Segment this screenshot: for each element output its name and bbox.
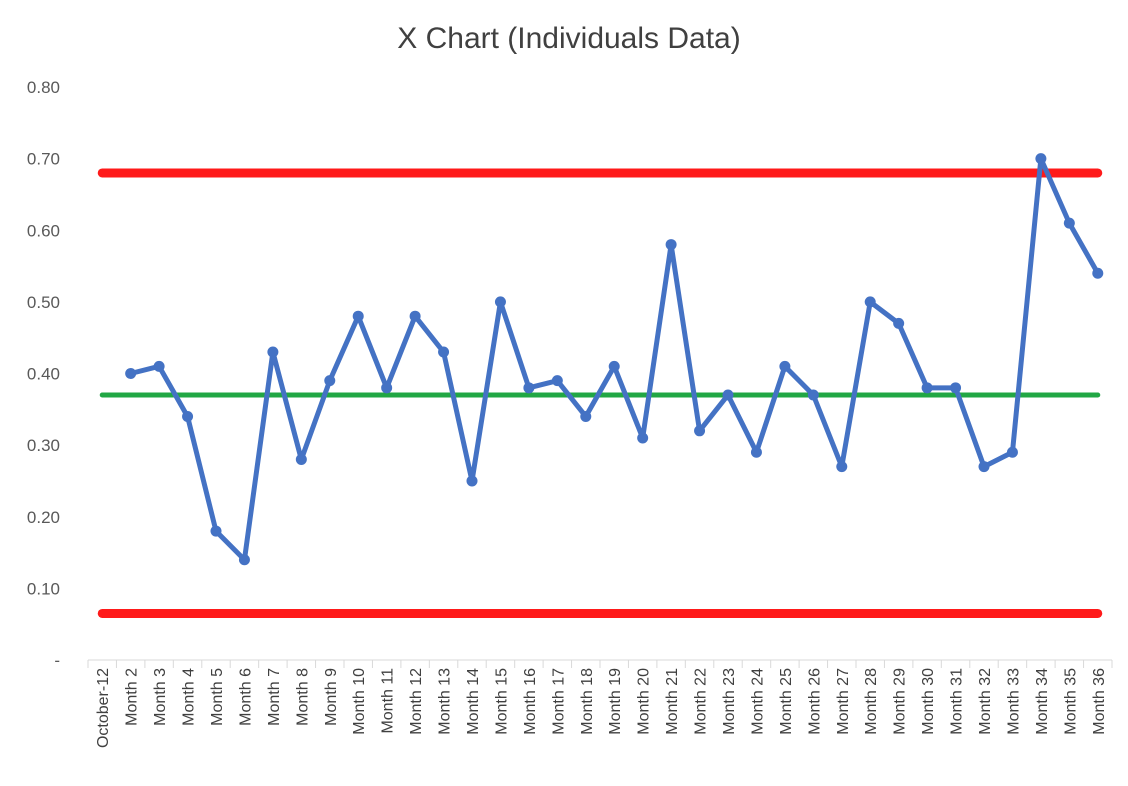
y-tick-label: 0.40 xyxy=(27,365,60,384)
data-point xyxy=(125,368,137,379)
data-point xyxy=(1063,217,1075,229)
data-point xyxy=(608,360,620,372)
data-point xyxy=(494,296,506,308)
data-point xyxy=(1035,153,1047,165)
data-point xyxy=(324,375,336,387)
x-tick-label: Month 13 xyxy=(437,668,454,735)
x-tick-label: Month 36 xyxy=(1091,668,1108,735)
x-tick-label: Month 30 xyxy=(920,668,937,735)
x-tick-label: Month 4 xyxy=(181,668,198,726)
x-tick-label: Month 8 xyxy=(294,668,311,726)
data-point xyxy=(694,425,706,437)
data-point xyxy=(238,554,250,566)
x-tick-label: Month 28 xyxy=(863,668,880,735)
y-tick-label: - xyxy=(54,651,60,670)
data-point xyxy=(409,310,421,322)
data-series xyxy=(125,153,1104,566)
x-tick-label: Month 22 xyxy=(693,668,710,735)
x-tick-label: Month 3 xyxy=(152,668,169,726)
y-axis-ticks: - 0.10 0.20 0.30 0.40 0.50 0.60 0.70 0.80 xyxy=(27,78,60,670)
x-tick-label: Month 18 xyxy=(579,668,596,735)
data-point xyxy=(381,382,393,394)
y-tick-label: 0.20 xyxy=(27,508,60,527)
y-tick-label: 0.30 xyxy=(27,436,60,455)
data-point xyxy=(864,296,876,308)
data-point xyxy=(466,475,478,487)
x-tick-label: Month 15 xyxy=(493,668,510,735)
data-point xyxy=(750,446,762,458)
data-point xyxy=(352,310,364,322)
data-point xyxy=(921,382,933,394)
x-tick-label: Month 14 xyxy=(465,668,482,735)
data-point xyxy=(210,525,222,537)
x-tick-label: Month 23 xyxy=(721,668,738,735)
data-point xyxy=(893,317,905,329)
x-tick-label: Month 11 xyxy=(380,668,397,734)
data-point xyxy=(978,461,990,473)
x-tick-label: Month 35 xyxy=(1062,668,1079,735)
data-point xyxy=(182,410,194,422)
data-point xyxy=(836,461,848,473)
data-point xyxy=(665,239,677,251)
y-tick-label: 0.80 xyxy=(27,78,60,97)
x-tick-label: Month 32 xyxy=(977,668,994,735)
series-line xyxy=(130,156,1100,563)
data-point xyxy=(580,410,592,422)
chart-title: X Chart (Individuals Data) xyxy=(397,22,740,55)
x-tick-label: Month 26 xyxy=(806,668,823,735)
x-tick-label: Month 33 xyxy=(1005,668,1022,735)
x-tick-label: Month 25 xyxy=(778,668,795,735)
x-tick-label: Month 29 xyxy=(892,668,909,735)
data-point xyxy=(1092,267,1104,279)
y-tick-label: 0.70 xyxy=(27,150,60,169)
data-point xyxy=(153,360,165,372)
x-tick-label: Month 6 xyxy=(237,668,254,726)
x-tick-label: Month 5 xyxy=(209,668,226,726)
data-point xyxy=(779,360,791,372)
data-point xyxy=(267,346,279,358)
x-tick-label: Month 12 xyxy=(408,668,425,735)
x-tick-label: Month 9 xyxy=(323,668,340,726)
data-point xyxy=(551,375,563,387)
x-tick-label: Month 27 xyxy=(835,668,852,735)
data-point xyxy=(1006,446,1018,458)
data-point xyxy=(950,382,962,394)
y-tick-label: 0.50 xyxy=(27,293,60,312)
data-point xyxy=(807,389,819,401)
x-tick-label: Month 10 xyxy=(351,668,368,735)
x-tick-label: Month 17 xyxy=(550,668,567,735)
y-tick-label: 0.60 xyxy=(27,221,60,240)
data-point xyxy=(438,346,450,358)
x-tick-label: Month 7 xyxy=(266,668,283,726)
x-tick-label: Month 34 xyxy=(1034,668,1051,735)
y-tick-label: 0.10 xyxy=(27,579,60,598)
data-point xyxy=(523,382,535,394)
x-tick-label: Month 19 xyxy=(607,668,624,735)
x-axis: October-12 Month 2 Month 3 Month 4 Month 5 Mo… xyxy=(87,659,1113,748)
data-point xyxy=(295,453,307,465)
x-tick-label: Month 21 xyxy=(664,668,681,735)
x-tick-label: October-12 xyxy=(95,668,112,748)
x-tick-label: Month 31 xyxy=(949,668,966,735)
data-point xyxy=(722,389,734,401)
x-tick-label: Month 2 xyxy=(124,668,141,726)
x-tick-label: Month 20 xyxy=(636,668,653,735)
data-point xyxy=(637,432,649,444)
x-tick-label: Month 24 xyxy=(749,668,766,735)
x-tick-label: Month 16 xyxy=(522,668,539,735)
